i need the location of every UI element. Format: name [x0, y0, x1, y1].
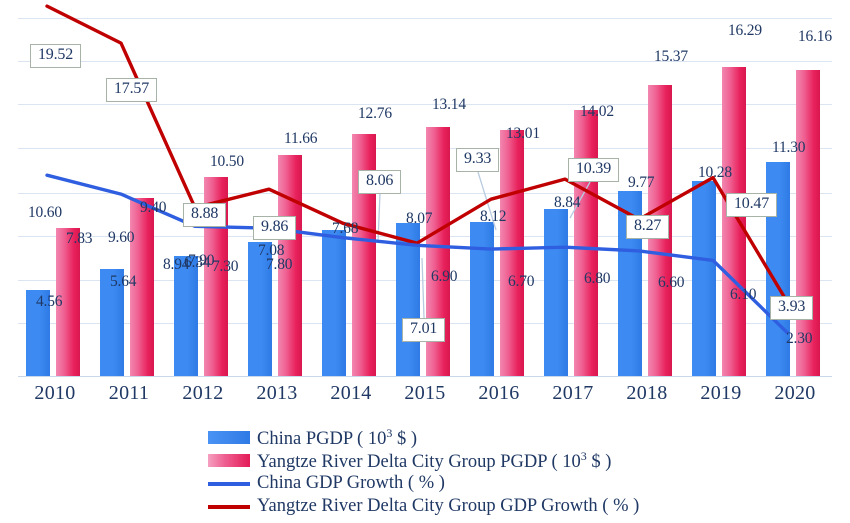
x-axis-tick-2018: 2018	[626, 382, 668, 404]
bar-china-pgdp[interactable]	[692, 181, 716, 376]
bar-yrd-pgdp[interactable]	[574, 110, 598, 376]
bar-china-pgdp[interactable]	[470, 222, 494, 376]
bar-label-yrd-pgdp: 15.37	[654, 48, 688, 65]
bar-label-china-pgdp: 11.30	[772, 139, 806, 156]
legend-item-china-growth: China GDP Growth ( % )	[0, 472, 850, 495]
bar-label-yrd-pgdp: 13.01	[506, 125, 540, 142]
bar-label-yrd-pgdp: 9.40	[140, 199, 167, 216]
bar-label-yrd-pgdp: 10.50	[210, 153, 244, 170]
bar-label-yrd-pgdp: 13.14	[432, 96, 466, 113]
bar-group	[462, 8, 536, 378]
callout-yrd-growth-value: 8.88	[183, 203, 227, 227]
line-label-china-growth: 6.60	[658, 274, 685, 291]
legend-item-yrd-growth: Yangtze River Delta City Group GDP Growt…	[0, 495, 850, 518]
line-label-china-growth: 2.30	[786, 330, 813, 347]
line-label-china-growth: 7.30	[212, 258, 239, 275]
bar-label-china-pgdp: 9.77	[628, 174, 655, 191]
bar-label-china-pgdp: 7.08	[258, 242, 285, 259]
legend-swatch-china-pgdp-icon	[208, 431, 250, 444]
x-axis-tick-2012: 2012	[182, 382, 224, 404]
x-axis-tick-2011: 2011	[108, 382, 150, 404]
bar-label-yrd-pgdp: 11.66	[284, 130, 318, 147]
bar-yrd-pgdp[interactable]	[500, 129, 524, 376]
line-label-china-growth: 6.10	[730, 286, 757, 303]
bar-label-china-pgdp: 4.56	[36, 293, 63, 310]
callout-yrd-growth-value: 3.93	[770, 296, 814, 320]
legend-label-china-growth: China GDP Growth ( % )	[257, 473, 445, 494]
bar-yrd-pgdp[interactable]	[796, 69, 820, 376]
bar-yrd-pgdp[interactable]	[722, 67, 746, 376]
callout-yrd-growth-value: 9.33	[456, 148, 500, 172]
line-label-china-growth: 6.90	[431, 268, 458, 285]
bar-label-china-pgdp: 7.68	[332, 220, 359, 237]
callout-yrd-growth-value: 9.86	[253, 216, 297, 240]
callout-yrd-growth-value: 17.57	[106, 78, 158, 102]
x-axis-tick-2020: 2020	[774, 382, 816, 404]
x-axis: 2010 2011 2012 2013 2014 2015 2016 2017 2018 2019…	[18, 382, 832, 416]
legend-swatch-yrd-growth-icon	[208, 504, 250, 509]
line-label-china-growth: 7.80	[266, 256, 293, 273]
x-axis-tick-2015: 2015	[404, 382, 446, 404]
axis-baseline	[18, 376, 832, 377]
x-axis-tick-2016: 2016	[478, 382, 520, 404]
line-label-china-growth: 9.60	[108, 229, 135, 246]
line-label-china-growth: 7.90	[188, 252, 215, 269]
line-label-china-growth: 6.70	[508, 273, 535, 290]
legend-item-yrd-pgdp: Yangtze River Delta City Group PGDP ( 10…	[0, 449, 850, 472]
legend-label-yrd-growth: Yangtze River Delta City Group GDP Growt…	[257, 496, 640, 517]
legend-label-yrd-pgdp: Yangtze River Delta City Group PGDP ( 10…	[257, 448, 612, 472]
bar-label-china-pgdp: 8.84	[554, 194, 581, 211]
x-axis-tick-2010: 2010	[34, 382, 76, 404]
bar-group	[92, 8, 166, 378]
callout-yrd-growth-value: 8.06	[358, 170, 402, 194]
bar-china-pgdp[interactable]	[396, 223, 420, 376]
bar-label-yrd-pgdp: 12.76	[358, 105, 392, 122]
bar-label-china-pgdp: 6.34	[184, 254, 211, 271]
bar-label-china-pgdp: 5.64	[110, 273, 137, 290]
bar-label-yrd-pgdp: 7.83	[66, 230, 93, 247]
bar-group	[536, 8, 610, 378]
bar-china-pgdp[interactable]	[322, 230, 346, 376]
bar-label-yrd-pgdp: 16.16	[798, 28, 832, 45]
x-axis-tick-2017: 2017	[552, 382, 594, 404]
bar-label-china-pgdp: 8.07	[406, 210, 433, 227]
legend-item-china-pgdp: China PGDP ( 103 $ )	[0, 426, 850, 449]
bar-label-yrd-pgdp: 14.02	[580, 103, 614, 120]
chart-legend: China PGDP ( 103 $ ) Yangtze River Delta…	[0, 426, 850, 518]
x-axis-tick-2013: 2013	[256, 382, 298, 404]
x-axis-tick-2019: 2019	[700, 382, 742, 404]
bar-group	[166, 8, 240, 378]
callout-yrd-growth-value: 7.01	[402, 318, 446, 342]
bar-china-pgdp[interactable]	[544, 208, 568, 376]
callout-yrd-growth-value: 19.52	[30, 44, 82, 68]
bar-label-china-pgdp: 8.12	[480, 208, 507, 225]
legend-swatch-china-growth-icon	[208, 481, 250, 486]
x-axis-tick-2014: 2014	[330, 382, 372, 404]
callout-yrd-growth-value: 8.27	[626, 215, 670, 239]
line-label-china-growth: 10.60	[28, 204, 62, 221]
legend-label-china-pgdp: China PGDP ( 103 $ )	[257, 425, 418, 449]
legend-swatch-yrd-pgdp-icon	[208, 454, 250, 467]
bar-group	[240, 8, 314, 378]
bar-label-yrd-pgdp: 16.29	[728, 22, 762, 39]
callout-yrd-growth-value: 10.39	[568, 158, 620, 182]
plot-area: 4.56 5.64 6.34 7.08 7.68 8.07 8.12 8.84 9.77 10.2…	[18, 4, 832, 378]
line-label-china-growth: 6.80	[584, 270, 611, 287]
bar-label-china-pgdp: 10.28	[698, 164, 732, 181]
callout-yrd-growth-value: 10.47	[726, 193, 778, 217]
line-label-yrd-growth-obscured: 8.94	[163, 256, 190, 273]
